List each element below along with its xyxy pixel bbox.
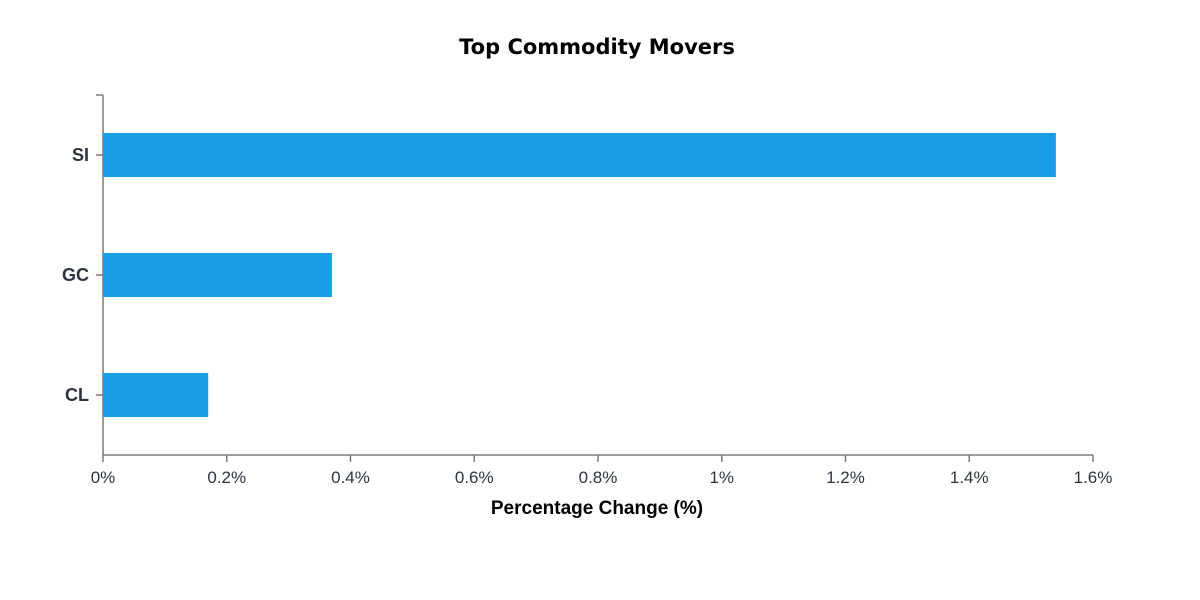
x-tick-label-8: 1.6% xyxy=(1074,468,1113,487)
plot-area: SI GC CL 0% 0.2% 0.4% 0.6% 0.8% 1% 1.2% 1.4% 1.6% xyxy=(62,94,1113,487)
x-tick-label-3: 0.6% xyxy=(455,468,494,487)
x-tick-label-1: 0.2% xyxy=(207,468,246,487)
x-tick-label-5: 1% xyxy=(709,468,734,487)
bar-gc xyxy=(103,253,332,297)
x-axis-title: Percentage Change (%) xyxy=(491,498,703,519)
x-tick-label-6: 1.2% xyxy=(826,468,865,487)
y-tick-label-gc: GC xyxy=(62,265,89,285)
x-tick-label-7: 1.4% xyxy=(950,468,989,487)
bar-si xyxy=(103,133,1056,177)
bar-cl xyxy=(103,373,209,417)
x-tick-label-4: 0.8% xyxy=(579,468,618,487)
x-tick-label-2: 0.4% xyxy=(331,468,370,487)
y-tick-label-cl: CL xyxy=(65,385,89,405)
y-tick-label-si: SI xyxy=(72,145,89,165)
chart-title: Top Commodity Movers xyxy=(459,35,735,59)
x-tick-label-0: 0% xyxy=(91,468,116,487)
